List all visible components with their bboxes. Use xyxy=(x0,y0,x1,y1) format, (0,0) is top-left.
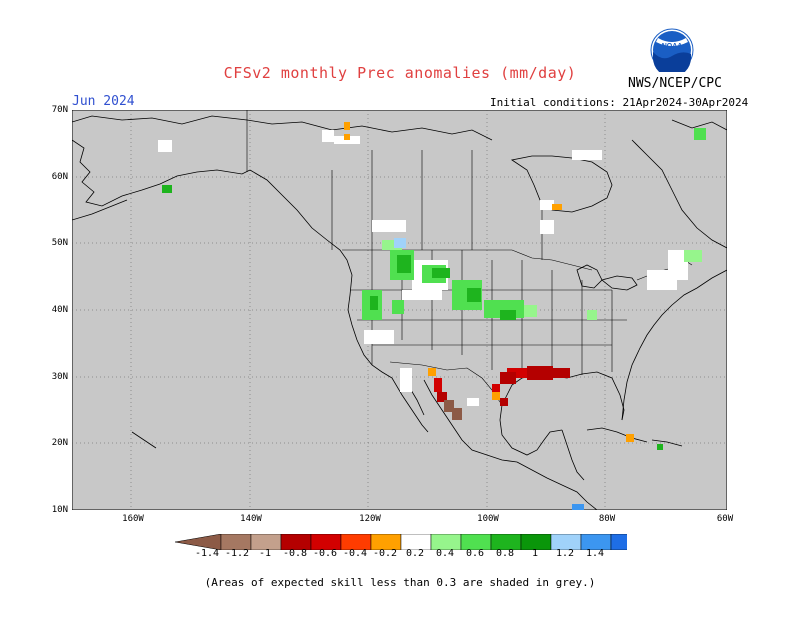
lat-label: 10N xyxy=(51,505,68,515)
lat-label: 20N xyxy=(51,438,68,448)
colorbar-label: 0.8 xyxy=(495,548,515,559)
colorbar xyxy=(175,534,627,550)
colorbar-label: -0.8 xyxy=(282,548,308,559)
borders xyxy=(246,110,693,406)
noaa-logo-text: NOAA xyxy=(662,43,683,50)
colorbar-label: -1.4 xyxy=(194,548,220,559)
lon-label: 80W xyxy=(598,514,616,524)
noaa-logo: NOAA xyxy=(650,28,694,72)
coastlines xyxy=(72,115,727,510)
anomaly-cells xyxy=(158,122,706,510)
colorbar-label: -1 xyxy=(258,548,272,559)
colorbar-label: -0.6 xyxy=(312,548,338,559)
month-label: Jun 2024 xyxy=(72,94,135,109)
lat-label: 50N xyxy=(51,238,68,248)
colorbar-label: -0.4 xyxy=(342,548,368,559)
lat-label: 30N xyxy=(51,372,68,382)
colorbar-swatch xyxy=(610,534,627,550)
init-conditions-label: Initial conditions: 21Apr2024-30Apr2024 xyxy=(490,96,749,109)
lon-label: 100W xyxy=(477,514,499,524)
lon-label: 120W xyxy=(359,514,381,524)
colorbar-label: 1.4 xyxy=(585,548,605,559)
lat-label: 40N xyxy=(51,305,68,315)
lon-label: 60W xyxy=(716,514,734,524)
colorbar-label: 1.2 xyxy=(555,548,575,559)
colorbar-label: -0.2 xyxy=(372,548,398,559)
org-label: NWS/NCEP/CPC xyxy=(628,76,722,91)
lat-label: 60N xyxy=(51,172,68,182)
lon-label: 140W xyxy=(240,514,262,524)
colorbar-label: 0.2 xyxy=(405,548,425,559)
anomaly-map xyxy=(72,110,727,510)
colorbar-label: 0.6 xyxy=(465,548,485,559)
chart-title: CFSv2 monthly Prec anomalies (mm/day) xyxy=(223,64,577,82)
colorbar-label: 1 xyxy=(531,548,539,559)
colorbar-label: -1.2 xyxy=(224,548,250,559)
lat-label: 70N xyxy=(51,105,68,115)
colorbar-label: 0.4 xyxy=(435,548,455,559)
skill-note: (Areas of expected skill less than 0.3 a… xyxy=(204,576,596,589)
lon-label: 160W xyxy=(122,514,144,524)
